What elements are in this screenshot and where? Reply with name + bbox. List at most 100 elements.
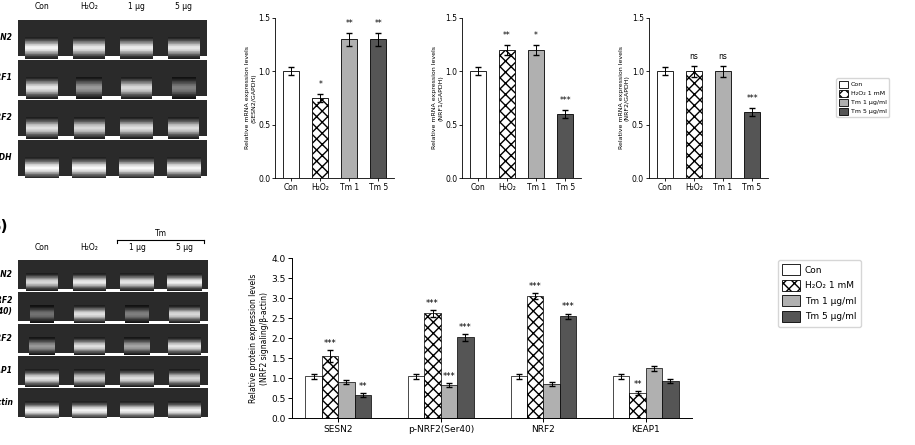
Bar bbox=[26, 285, 59, 286]
Bar bbox=[120, 164, 154, 165]
Bar bbox=[120, 42, 153, 43]
Bar bbox=[74, 348, 105, 349]
Bar bbox=[76, 92, 102, 93]
Bar bbox=[29, 345, 55, 346]
Bar bbox=[26, 125, 58, 126]
Bar bbox=[167, 158, 200, 159]
Bar bbox=[74, 308, 105, 309]
Bar bbox=[120, 55, 153, 56]
Bar bbox=[26, 137, 58, 138]
Bar bbox=[73, 46, 105, 47]
Bar bbox=[25, 409, 59, 410]
Bar bbox=[121, 289, 154, 290]
Bar bbox=[121, 135, 153, 136]
Bar bbox=[169, 312, 199, 313]
Bar bbox=[74, 312, 105, 313]
Bar bbox=[26, 83, 58, 84]
Bar bbox=[76, 96, 102, 97]
Text: **: ** bbox=[345, 19, 353, 28]
Bar bbox=[168, 347, 200, 348]
Bar bbox=[172, 83, 196, 84]
Bar bbox=[167, 287, 201, 288]
Bar bbox=[167, 54, 199, 55]
Bar bbox=[29, 345, 55, 346]
Text: ***: *** bbox=[559, 96, 571, 105]
Bar bbox=[18, 388, 209, 417]
Bar bbox=[26, 90, 58, 91]
Bar bbox=[167, 285, 201, 286]
Bar bbox=[120, 57, 153, 59]
Bar bbox=[168, 353, 200, 354]
Bar bbox=[74, 128, 104, 129]
Bar bbox=[73, 277, 106, 278]
Bar bbox=[125, 321, 149, 322]
Bar bbox=[167, 40, 199, 41]
Bar bbox=[73, 283, 106, 284]
Bar bbox=[167, 416, 201, 417]
Bar bbox=[74, 347, 105, 348]
Bar bbox=[121, 136, 153, 138]
Bar bbox=[76, 93, 102, 94]
Bar bbox=[25, 379, 59, 380]
Bar bbox=[26, 287, 59, 288]
Bar bbox=[30, 310, 54, 311]
Bar bbox=[26, 133, 58, 134]
Bar bbox=[74, 319, 105, 320]
Bar bbox=[120, 39, 153, 40]
Bar bbox=[74, 121, 104, 122]
Bar bbox=[72, 177, 106, 178]
Bar bbox=[169, 386, 199, 387]
Bar bbox=[120, 411, 154, 412]
Bar bbox=[120, 403, 154, 404]
Bar bbox=[26, 123, 58, 125]
Bar bbox=[25, 169, 59, 170]
Bar bbox=[167, 172, 200, 173]
Bar bbox=[74, 337, 105, 338]
Bar bbox=[167, 169, 200, 170]
Bar bbox=[167, 53, 199, 54]
Bar bbox=[120, 163, 154, 165]
Bar bbox=[25, 376, 59, 377]
Bar bbox=[29, 353, 55, 354]
Bar bbox=[121, 373, 154, 374]
Bar bbox=[72, 404, 107, 405]
Bar bbox=[168, 352, 200, 353]
Bar bbox=[26, 277, 59, 278]
Bar bbox=[125, 317, 149, 318]
Bar bbox=[25, 410, 59, 411]
Bar bbox=[169, 317, 199, 318]
Bar bbox=[167, 276, 201, 277]
Bar bbox=[30, 307, 54, 308]
Bar bbox=[74, 321, 105, 322]
Bar bbox=[168, 129, 199, 130]
Bar bbox=[26, 117, 58, 119]
Bar bbox=[121, 287, 154, 288]
Bar bbox=[26, 78, 58, 79]
Bar bbox=[72, 161, 106, 162]
Bar bbox=[30, 315, 54, 316]
Bar bbox=[72, 402, 107, 403]
Bar bbox=[29, 351, 55, 352]
Bar bbox=[18, 60, 208, 96]
Y-axis label: Relative mRNA expression levels
(NRF1/GAPDH): Relative mRNA expression levels (NRF1/GA… bbox=[432, 46, 443, 150]
Bar bbox=[74, 122, 104, 123]
Bar bbox=[121, 94, 152, 95]
Bar bbox=[167, 159, 200, 160]
Text: H₂O₂: H₂O₂ bbox=[81, 243, 99, 252]
Bar bbox=[25, 176, 59, 178]
Bar bbox=[121, 93, 152, 94]
Bar bbox=[167, 168, 200, 169]
Text: 1 μg: 1 μg bbox=[128, 243, 145, 252]
Bar bbox=[167, 57, 199, 58]
Bar bbox=[120, 417, 154, 418]
Bar bbox=[120, 161, 154, 162]
Bar bbox=[74, 317, 105, 318]
Bar bbox=[125, 310, 149, 311]
Bar bbox=[168, 125, 199, 126]
Bar bbox=[72, 413, 107, 414]
Bar bbox=[172, 78, 196, 79]
Bar bbox=[74, 117, 104, 119]
Bar bbox=[120, 409, 154, 410]
Bar bbox=[76, 79, 102, 80]
Bar bbox=[120, 163, 154, 164]
